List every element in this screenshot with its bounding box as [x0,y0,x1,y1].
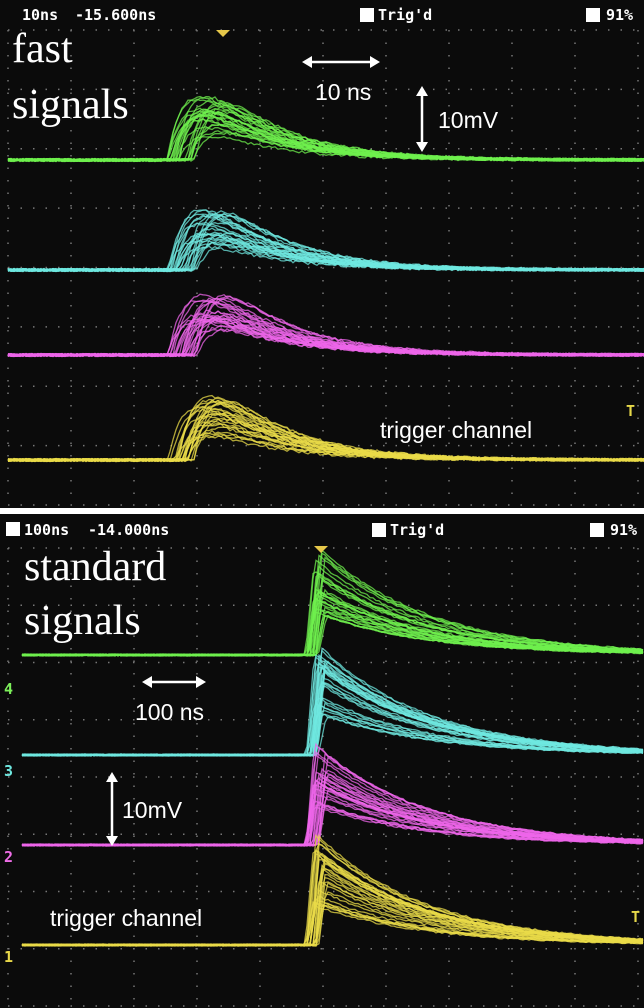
trigger-status: Trig'd [390,521,444,539]
trig-icon [372,523,386,537]
menu-icon [6,522,20,536]
trigger-marker: T [631,908,640,926]
battery-icon [590,523,604,537]
battery-icon [586,8,600,22]
delay: -14.000ns [88,521,169,539]
time-scale: 100 ns [135,699,204,725]
panel-background [0,0,644,508]
channel-marker: 3 [4,762,13,780]
trigger-status: Trig'd [378,6,432,24]
oscilloscope-figure: 10ns -15.600ns Trig'd 91% fast signals 1… [0,0,644,1008]
trigger-label: trigger channel [50,905,202,931]
battery: 91% [610,521,637,539]
title-line: standard [24,544,166,590]
trig-icon [360,8,374,22]
title-line: fast [12,26,73,72]
voltage-scale: 10mV [438,107,499,133]
timebase: 100ns [24,521,69,539]
delay: -15.600ns [75,6,156,24]
channel-marker: 1 [4,948,13,966]
channel-marker: 4 [4,680,13,698]
title-line: signals [12,82,129,128]
battery: 91% [606,6,633,24]
voltage-scale: 10mV [122,797,183,823]
trigger-marker: T [626,402,635,420]
time-scale: 10 ns [315,79,371,105]
trigger-label: trigger channel [380,417,532,443]
timebase: 10ns [22,6,58,24]
channel-marker: 2 [4,848,13,866]
title-line: signals [24,598,141,644]
